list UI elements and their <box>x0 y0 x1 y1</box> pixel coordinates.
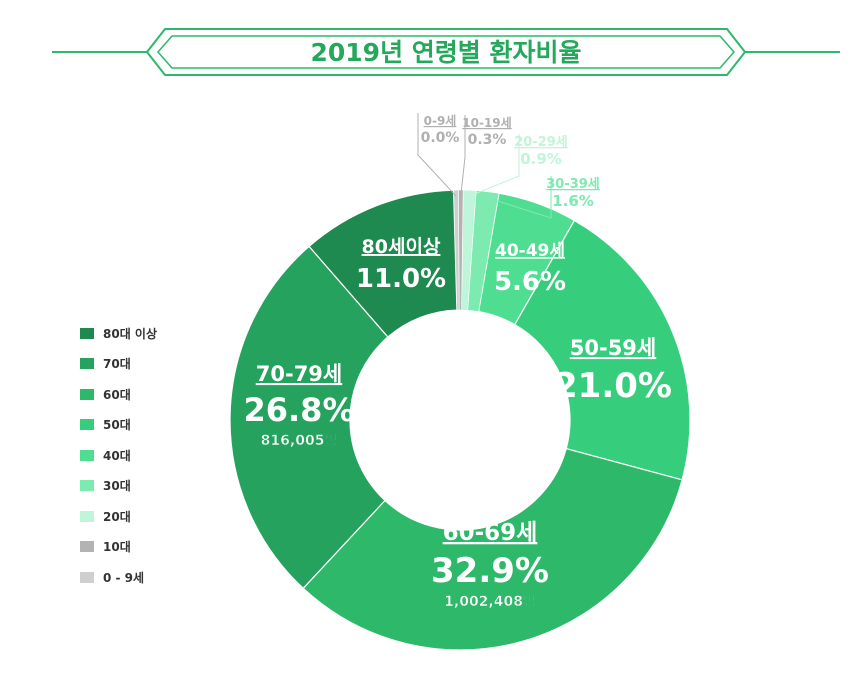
slice-label-60-69: 60-69세 <box>443 520 538 546</box>
legend-swatch <box>80 449 94 461</box>
slice-label-80: 80세이상 <box>362 236 441 258</box>
legend-item-80: 80대 이상 <box>80 318 157 349</box>
legend-item-20-29: 20대 <box>80 501 157 532</box>
legend-label: 50대 <box>103 418 131 433</box>
slice-70-79 <box>229 245 389 590</box>
slice-percent-40-49: 5.6% <box>494 267 566 297</box>
legend-label: 40대 <box>103 448 131 463</box>
legend-label: 80대 이상 <box>103 326 157 341</box>
slice-50-59 <box>513 219 691 481</box>
slice-count-60-69: 1,002,408명 <box>444 593 536 610</box>
slice-percent-50-59: 21.0% <box>554 366 672 406</box>
slice-count-70-79: 816,005명 <box>261 432 338 449</box>
legend-item-10-19: 10대 <box>80 532 157 563</box>
slice-0-9 <box>453 189 460 311</box>
donut-slices <box>229 189 691 651</box>
legend-swatch <box>80 480 94 492</box>
legend-swatch <box>80 327 94 339</box>
slice-percent-70-79: 26.8% <box>243 391 354 429</box>
leader-line-10-19 <box>460 115 466 197</box>
slice-label-70-79: 70-79세 <box>256 362 342 386</box>
legend-swatch <box>80 358 94 370</box>
legend-swatch <box>80 419 94 431</box>
leader-line-0-9 <box>417 113 457 197</box>
legend-label: 10대 <box>103 540 131 555</box>
slice-percent-60-69: 32.9% <box>431 551 549 591</box>
legend-swatch <box>80 541 94 553</box>
slice-percent-10-19: 0.3% <box>468 132 507 148</box>
legend-item-60-69: 60대 <box>80 379 157 410</box>
slice-percent-0-9: 0.0% <box>421 130 460 146</box>
legend: 80대 이상 70대 60대 50대 40대 30대 20대 10대 0 - 9세 <box>80 318 157 593</box>
banner-frame-inner <box>157 35 735 69</box>
legend-label: 60대 <box>103 387 131 402</box>
title-banner: 2019년 연령별 환자비율 <box>52 28 840 76</box>
legend-item-0-9: 0 - 9세 <box>80 562 157 593</box>
slice-percent-20-29: 0.9% <box>520 150 562 168</box>
legend-item-50-59: 50대 <box>80 410 157 441</box>
legend-label: 70대 <box>103 357 131 372</box>
slice-labels: 80세이상 11.0% 70-79세 26.8% 816,005명 60-69세 32.9%… <box>243 113 671 610</box>
slice-percent-80: 11.0% <box>356 264 446 294</box>
slice-percent-30-39: 1.6% <box>552 192 594 210</box>
legend-label: 30대 <box>103 479 131 494</box>
slice-label-20-29: 20-29세 <box>514 135 568 150</box>
legend-swatch <box>80 571 94 583</box>
legend-item-30-39: 30대 <box>80 471 157 502</box>
legend-item-40-49: 40대 <box>80 440 157 471</box>
legend-label: 0 - 9세 <box>103 570 145 585</box>
slice-30-39 <box>467 190 500 312</box>
slice-label-10-19: 10-19세 <box>462 115 511 130</box>
leader-lines <box>417 113 552 219</box>
slice-60-69 <box>302 447 683 651</box>
slice-label-0-9: 0-9세 <box>424 113 457 128</box>
slice-20-29 <box>461 189 477 311</box>
legend-swatch <box>80 388 94 400</box>
legend-label: 20대 <box>103 509 131 524</box>
leader-line-20-29 <box>469 134 520 197</box>
legend-item-70-79: 70대 <box>80 349 157 380</box>
slice-label-40-49: 40-49세 <box>495 241 565 261</box>
slice-label-30-39: 30-39세 <box>546 177 600 192</box>
slice-label-50-59: 50-59세 <box>570 336 656 360</box>
slice-40-49 <box>477 192 576 326</box>
legend-swatch <box>80 510 94 522</box>
chart-title: 2019년 연령별 환자비율 <box>311 38 582 67</box>
leader-line-30-39 <box>486 176 552 219</box>
